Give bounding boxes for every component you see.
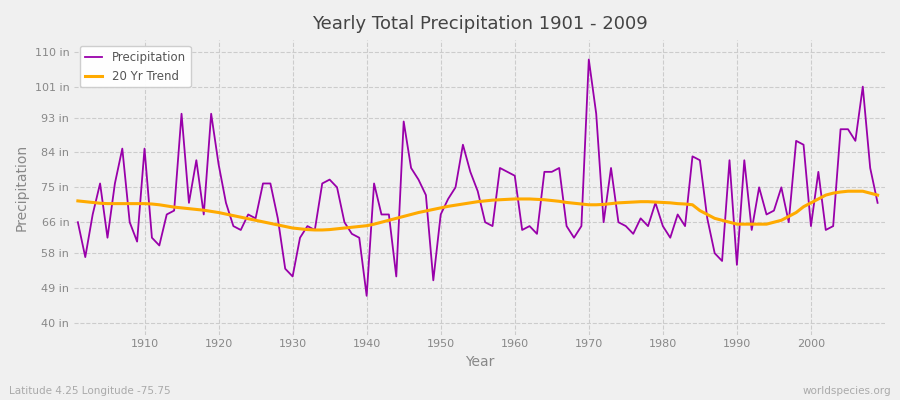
Legend: Precipitation, 20 Yr Trend: Precipitation, 20 Yr Trend [80,46,191,87]
X-axis label: Year: Year [465,355,494,369]
Precipitation [517,228,527,232]
20 Yr Trend [294,226,305,231]
Precipitation [361,294,372,298]
20 Yr Trend [842,189,853,194]
20 Yr Trend [606,201,616,206]
Precipitation [872,200,883,205]
20 Yr Trend [73,198,84,203]
20 Yr Trend [131,201,142,206]
Precipitation [509,173,520,178]
20 Yr Trend [310,228,320,232]
20 Yr Trend [346,225,357,230]
Precipitation [339,220,350,225]
Title: Yearly Total Precipitation 1901 - 2009: Yearly Total Precipitation 1901 - 2009 [311,15,647,33]
20 Yr Trend [509,196,520,201]
Precipitation [73,220,84,225]
Precipitation [583,57,594,62]
20 Yr Trend [872,193,883,198]
Line: 20 Yr Trend: 20 Yr Trend [78,191,878,230]
Line: Precipitation: Precipitation [78,60,878,296]
Precipitation [613,220,624,225]
Y-axis label: Precipitation: Precipitation [15,144,29,231]
Precipitation [131,239,142,244]
Precipitation [294,235,305,240]
Text: Latitude 4.25 Longitude -75.75: Latitude 4.25 Longitude -75.75 [9,386,171,396]
Text: worldspecies.org: worldspecies.org [803,386,891,396]
20 Yr Trend [517,196,527,201]
